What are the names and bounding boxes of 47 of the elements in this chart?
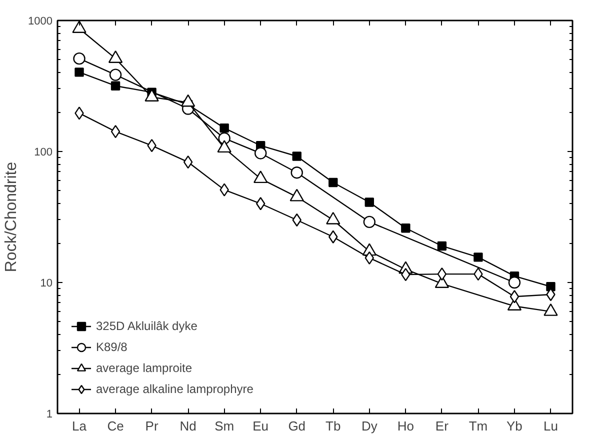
point <box>364 198 374 207</box>
x-tick-label: Gd <box>288 418 306 434</box>
x-tick-label: Tm <box>468 418 488 434</box>
x-tick-label: Er <box>435 418 450 434</box>
point <box>510 290 520 304</box>
point <box>328 178 338 188</box>
x-tick-label: Sm <box>214 418 234 434</box>
y-tick-label: 1 <box>46 408 53 420</box>
point <box>401 224 410 233</box>
point <box>183 156 193 169</box>
point <box>292 152 302 161</box>
point <box>363 216 376 228</box>
x-tick-label: Ho <box>397 418 414 434</box>
legend-label: K89/8 <box>96 340 128 354</box>
point <box>546 282 556 292</box>
legend-label: 325D Akluilâk dyke <box>96 319 198 333</box>
x-tick-label: Ce <box>107 418 124 434</box>
point <box>110 124 120 138</box>
point <box>508 276 521 289</box>
point <box>110 81 120 90</box>
y-tick-label: 100 <box>34 146 53 158</box>
point <box>256 197 266 210</box>
point <box>474 252 483 262</box>
point <box>220 183 229 196</box>
x-tick-label: Dy <box>361 418 378 434</box>
point <box>437 267 447 281</box>
y-tick-label: 10 <box>40 278 53 290</box>
legend-label: average alkaline lamprophyre <box>96 382 254 396</box>
point <box>328 230 338 244</box>
point <box>254 147 267 160</box>
x-tick-label: Lu <box>544 418 558 434</box>
y-tick-label: 1000 <box>28 16 53 28</box>
x-tick-label: Yb <box>506 418 522 434</box>
legend-label: average lamproite <box>96 361 192 375</box>
point <box>74 68 84 77</box>
y-axis-title: Rock/Chondrite <box>3 162 20 272</box>
x-tick-label: Nd <box>180 418 196 434</box>
point <box>73 52 86 65</box>
point <box>437 241 447 251</box>
x-tick-label: La <box>72 418 88 434</box>
x-tick-label: Pr <box>145 418 159 434</box>
point <box>74 106 84 120</box>
point <box>220 123 229 133</box>
point <box>109 68 122 81</box>
x-tick-label: Eu <box>252 418 269 434</box>
x-tick-label: Tb <box>326 418 341 434</box>
point <box>290 166 303 179</box>
